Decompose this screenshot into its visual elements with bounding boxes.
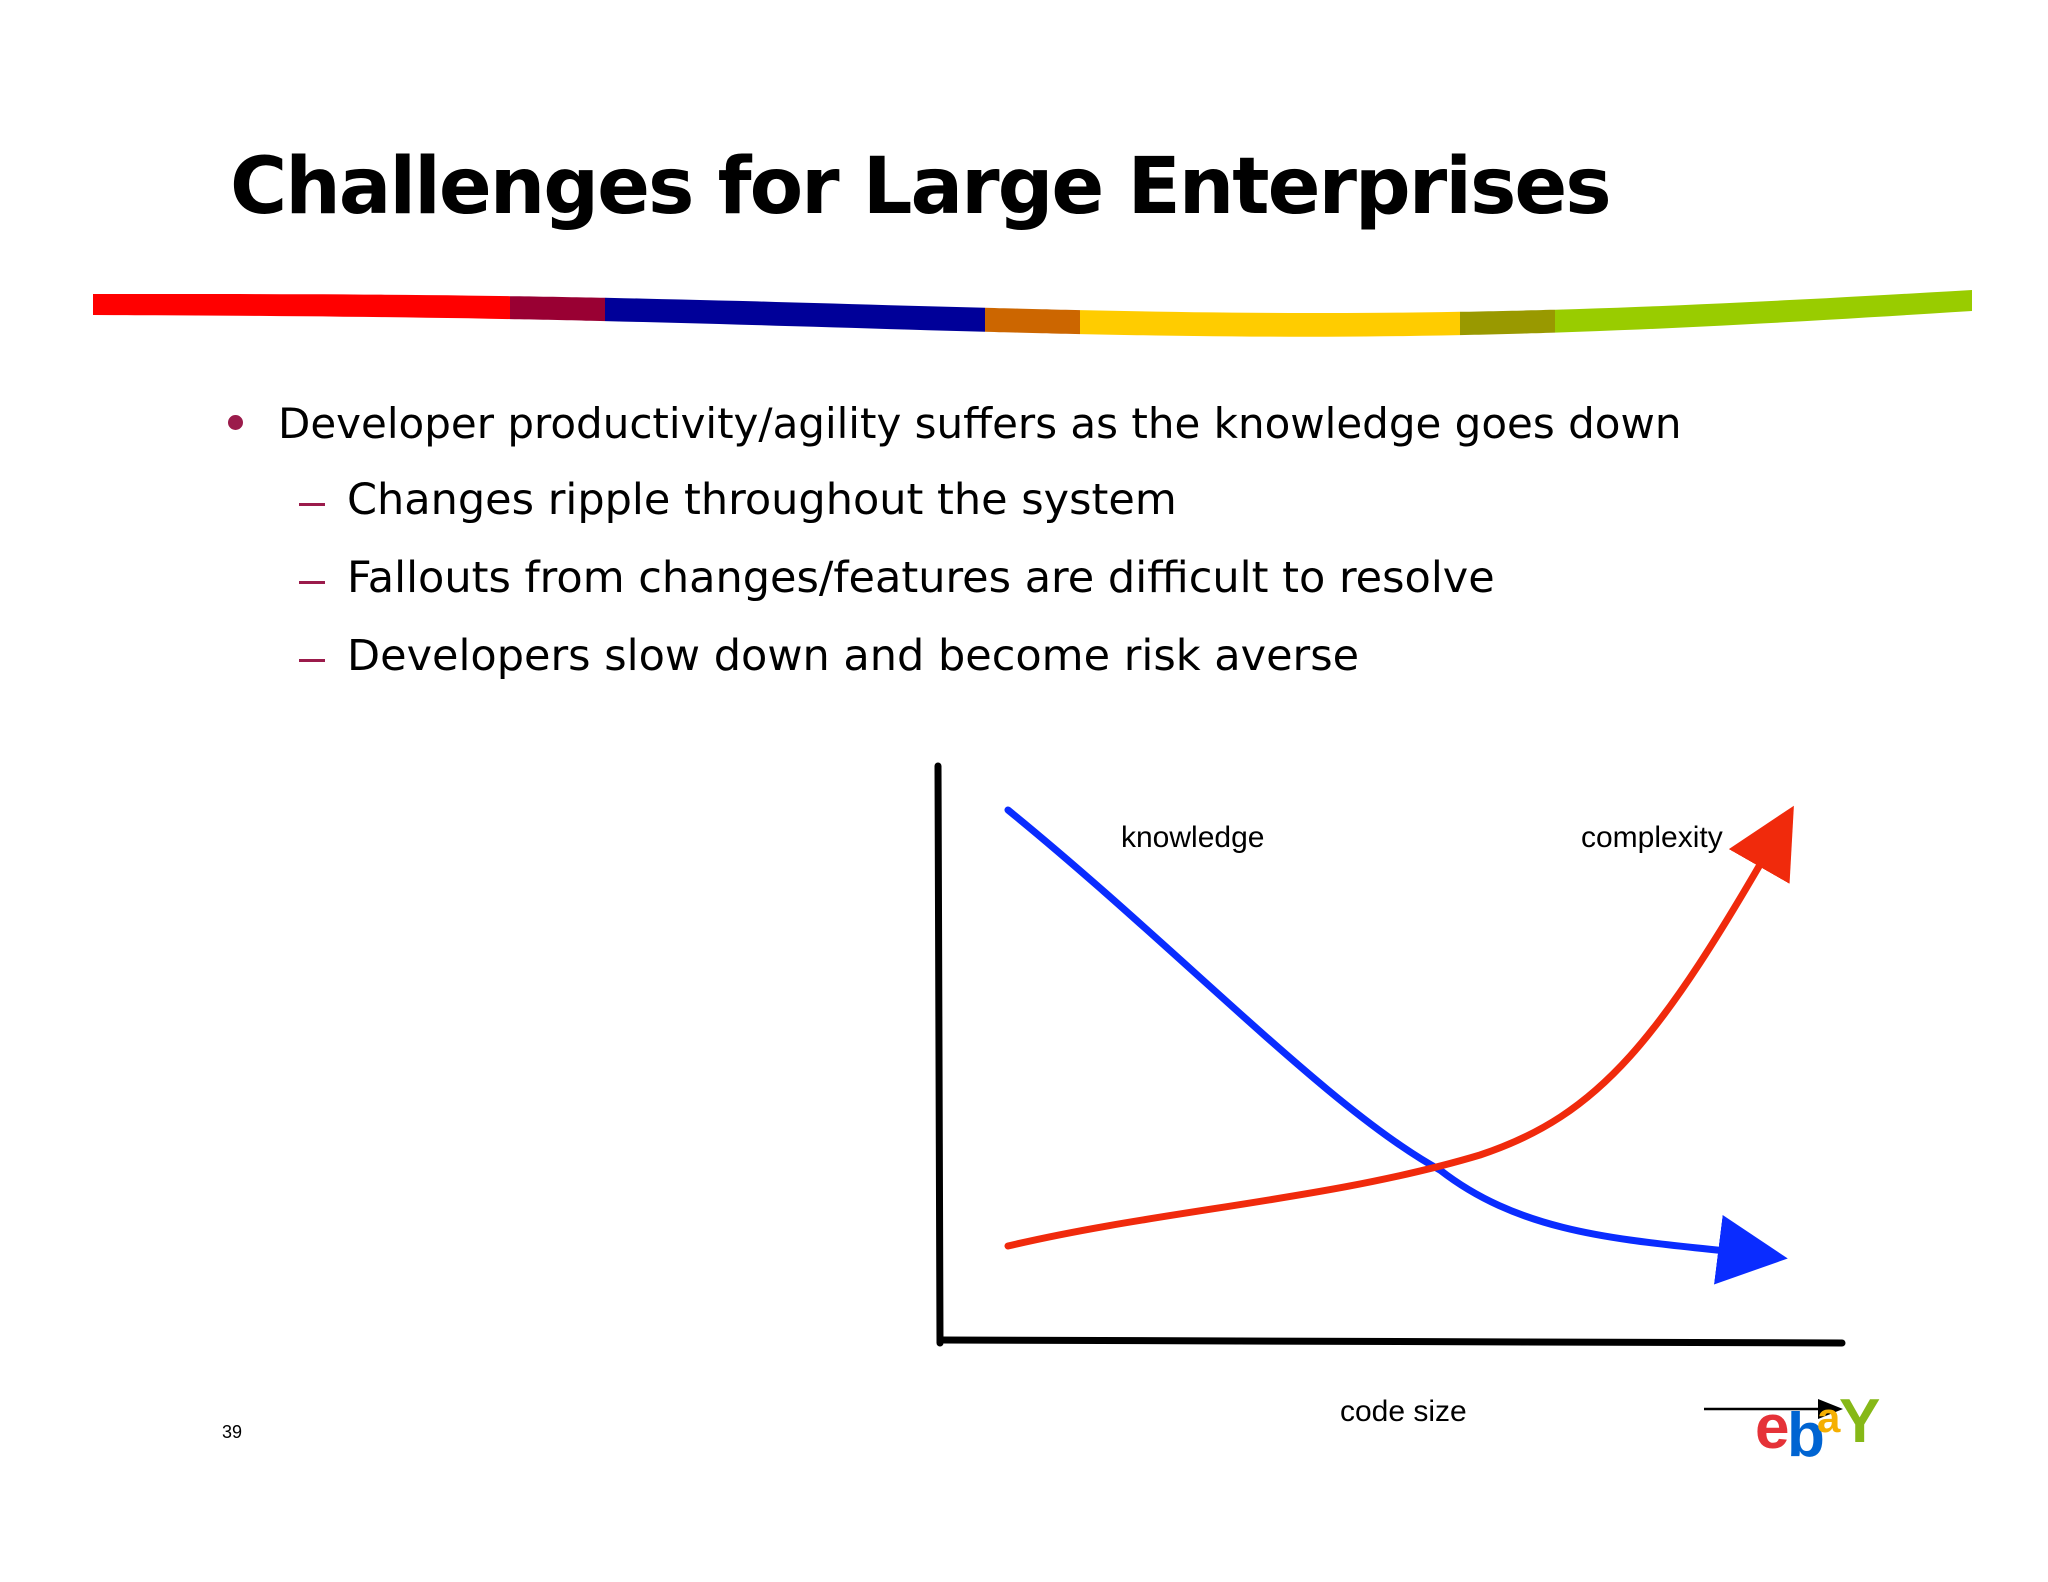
bullet-main: Developer productivity/agility suffers a… — [278, 399, 1682, 448]
stripe-segment — [985, 307, 1080, 335]
logo-letter: e — [1755, 1393, 1789, 1458]
x-axis-label: code size — [1340, 1395, 1467, 1428]
logo-letter: b — [1787, 1401, 1825, 1458]
knowledge-label: knowledge — [1121, 821, 1264, 854]
sub-bullet-1: Changes ripple throughout the system — [347, 475, 1177, 525]
sub-bullet-3: Developers slow down and become risk ave… — [347, 631, 1360, 681]
y-axis — [934, 762, 944, 1347]
slide-title: Challenges for Large Enterprises — [230, 142, 1612, 232]
logo-letter: a — [1817, 1394, 1841, 1441]
complexity-label: complexity — [1581, 821, 1723, 854]
ebay-logo: e b a Y — [1755, 1388, 1880, 1458]
title-divider-stripe — [93, 290, 1972, 337]
complexity-curve — [1004, 805, 1794, 1250]
stripe-segment — [1460, 309, 1555, 336]
stripe-segment — [1080, 310, 1460, 337]
stripe-segment — [93, 294, 510, 320]
sub-bullet-dash — [299, 659, 325, 662]
sub-bullet-dash — [299, 503, 325, 506]
bullet-marker — [228, 415, 243, 430]
knowledge-curve — [1004, 806, 1788, 1285]
sub-bullet-2: Fallouts from changes/features are diffi… — [347, 553, 1495, 603]
page-number: 39 — [222, 1422, 243, 1442]
stripe-segment — [1555, 290, 1972, 333]
x-axis — [936, 1336, 1846, 1347]
sub-bullet-dash — [299, 581, 325, 584]
logo-letter: Y — [1839, 1388, 1880, 1456]
stripe-segment — [605, 297, 985, 332]
stripe-segment — [510, 296, 605, 322]
